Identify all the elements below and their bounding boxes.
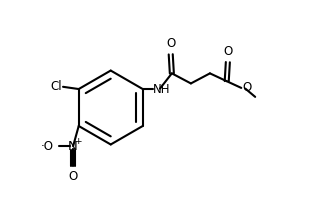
Text: +: + <box>74 137 82 146</box>
Text: O: O <box>68 170 78 183</box>
Text: NH: NH <box>153 82 171 96</box>
Text: O: O <box>223 45 232 58</box>
Text: ·O: ·O <box>41 140 54 153</box>
Text: O: O <box>166 37 175 50</box>
Text: N: N <box>68 140 78 153</box>
Text: Cl: Cl <box>51 80 62 93</box>
Text: O: O <box>242 81 251 95</box>
